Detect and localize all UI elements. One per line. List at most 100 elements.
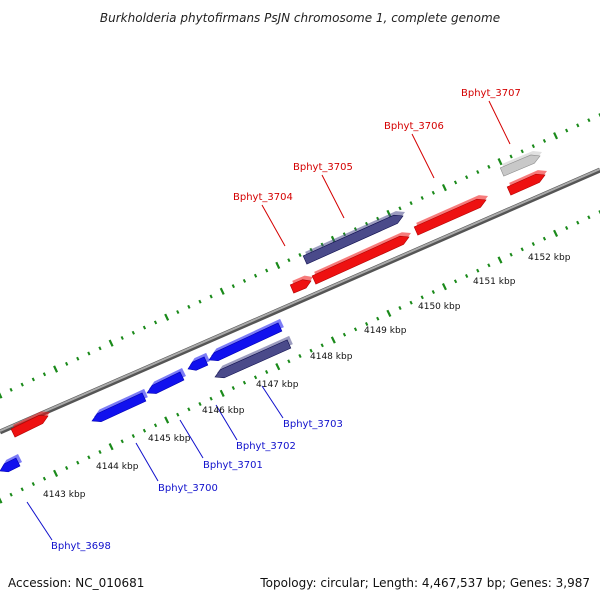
track-tick	[31, 377, 35, 382]
track-tick	[87, 351, 91, 356]
gene-bphyt-3698[interactable]	[0, 453, 23, 473]
leader-line	[261, 204, 286, 247]
gene-label[interactable]: Bphyt_3705	[293, 162, 353, 173]
gene-labels[interactable]: Bphyt_3698 Bphyt_3700 Bphyt_3701 Bphyt_3702…	[51, 88, 521, 552]
track-tick	[565, 128, 569, 133]
track-tick	[298, 354, 302, 358]
leader-line	[179, 419, 204, 459]
track-tick	[0, 497, 3, 504]
gene-bphyt-3703[interactable]	[214, 335, 293, 379]
leader-line	[411, 133, 435, 179]
track-tick	[409, 201, 413, 206]
gene-bphyt-3707-gray[interactable]	[499, 150, 542, 177]
gene-label[interactable]: Bphyt_3707	[461, 88, 521, 99]
gene-label[interactable]: Bphyt_3700	[158, 483, 218, 494]
track-tick	[531, 144, 535, 149]
track-tick	[120, 335, 124, 340]
gene-label[interactable]: Bphyt_3706	[384, 121, 444, 132]
track-tick	[265, 268, 269, 273]
track-tick	[20, 382, 24, 387]
gene-left-red[interactable]	[10, 411, 50, 438]
track-tick	[164, 416, 170, 424]
gene-label[interactable]: Bphyt_3698	[51, 541, 111, 552]
track-tick	[520, 247, 524, 252]
track-tick	[487, 164, 491, 169]
track-tick	[465, 175, 469, 180]
track-tick	[497, 158, 503, 166]
kbp-tick-label: 4144 kbp	[96, 462, 139, 472]
gene-features	[0, 150, 547, 473]
summary-text: Topology: circular; Length: 4,467,537 bp…	[259, 576, 590, 590]
track-tick	[219, 287, 225, 295]
track-tick	[542, 138, 547, 143]
gene-label[interactable]: Bphyt_3702	[236, 441, 296, 452]
track-tick	[376, 316, 380, 321]
track-tick	[320, 343, 324, 348]
kbp-tick-labels: 4143 kbp 4144 kbp 4145 kbp 4146 kbp 4147 kbp…	[43, 253, 571, 500]
track-tick	[31, 482, 35, 486]
track-tick	[153, 423, 158, 428]
lower-dotted-track	[0, 210, 600, 504]
track-tick	[242, 380, 247, 385]
gene-bphyt-3701[interactable]	[146, 367, 186, 394]
leader-line	[26, 501, 53, 541]
track-tick	[576, 123, 580, 128]
kbp-tick-label: 4143 kbp	[43, 490, 86, 500]
track-tick	[253, 273, 258, 278]
track-tick	[275, 363, 281, 371]
kbp-tick-label: 4149 kbp	[364, 326, 407, 336]
track-tick	[509, 252, 513, 257]
track-tick	[87, 455, 91, 460]
track-tick	[231, 284, 235, 289]
kbp-tick-label: 4150 kbp	[418, 302, 461, 312]
gene-label[interactable]: Bphyt_3703	[283, 419, 343, 430]
track-tick	[287, 258, 291, 263]
gene-bphyt-3705[interactable]	[302, 211, 405, 265]
gene-label[interactable]: Bphyt_3701	[203, 460, 263, 471]
gene-bphyt-3702-b[interactable]	[208, 318, 284, 362]
gene-bphyt-3702-a[interactable]	[187, 352, 210, 371]
track-tick	[453, 279, 458, 284]
track-tick	[386, 309, 392, 317]
kbp-tick-label: 4147 kbp	[256, 380, 299, 390]
gene-bphyt-3706[interactable]	[413, 195, 488, 236]
track-tick	[20, 487, 24, 492]
track-tick	[441, 183, 447, 192]
track-tick	[509, 154, 513, 159]
kbp-tick-label: 4145 kbp	[148, 434, 191, 444]
dotted-tracks	[0, 113, 600, 504]
gene-bphyt-3700[interactable]	[91, 388, 148, 423]
track-tick	[275, 261, 281, 270]
track-tick	[53, 469, 59, 477]
kbp-tick-label: 4151 kbp	[473, 277, 516, 287]
track-tick	[219, 389, 225, 397]
gene-bphyt-3704-small[interactable]	[289, 275, 313, 294]
track-tick	[431, 190, 435, 195]
track-tick	[365, 322, 369, 326]
gene-label[interactable]: Bphyt_3704	[233, 192, 293, 203]
track-tick	[542, 236, 547, 241]
gene-bphyt-3707[interactable]	[506, 170, 547, 196]
track-tick	[497, 256, 503, 264]
track-tick	[553, 229, 559, 237]
track-tick	[98, 346, 102, 351]
track-tick	[465, 274, 469, 278]
track-tick	[98, 450, 102, 454]
track-tick	[0, 392, 3, 399]
track-tick	[453, 180, 458, 185]
upper-dotted-track	[0, 113, 600, 399]
track-tick	[287, 359, 291, 364]
track-tick	[476, 170, 480, 175]
accession-text: Accession: NC_010681	[8, 576, 144, 590]
track-tick	[42, 372, 47, 377]
track-tick	[520, 149, 524, 154]
label-leader-lines	[26, 100, 511, 541]
track-tick	[131, 330, 135, 335]
gene-bphyt-3704[interactable]	[311, 232, 411, 285]
track-tick	[431, 290, 435, 294]
track-tick	[120, 439, 124, 444]
leader-line	[261, 385, 284, 419]
leader-line	[488, 100, 511, 145]
kbp-tick-label: 4146 kbp	[202, 406, 245, 416]
